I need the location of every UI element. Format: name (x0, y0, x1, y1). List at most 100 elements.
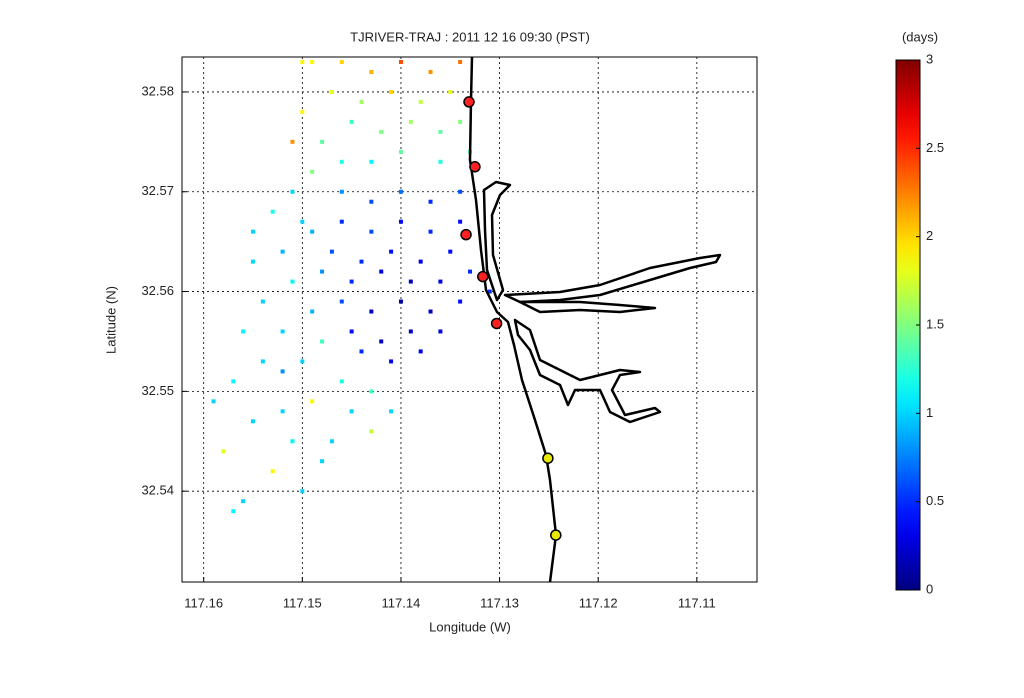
particle (339, 379, 344, 384)
particle (398, 189, 403, 194)
particle (211, 399, 216, 404)
particle (389, 249, 394, 254)
x-tick-label: 117.14 (382, 595, 421, 610)
particle (379, 269, 384, 274)
colorbar-tick-label: 1 (926, 405, 933, 420)
particle (458, 219, 463, 224)
particle (280, 329, 285, 334)
particle (438, 279, 443, 284)
particle (398, 59, 403, 64)
x-tick-label: 117.11 (678, 595, 716, 610)
particle (300, 489, 305, 494)
particle (379, 339, 384, 344)
particle (389, 89, 394, 94)
particle (369, 429, 374, 434)
particle (231, 379, 236, 384)
particle (290, 439, 295, 444)
particle (448, 249, 453, 254)
particle (270, 469, 275, 474)
coastline (468, 57, 722, 582)
particle (270, 209, 275, 214)
particle (310, 59, 315, 64)
particle (241, 499, 246, 504)
particle (408, 329, 413, 334)
particle (300, 219, 305, 224)
particle (349, 119, 354, 124)
particle (408, 119, 413, 124)
particle (310, 169, 315, 174)
x-tick-label: 117.16 (184, 595, 223, 610)
y-tick-label: 32.55 (141, 383, 174, 398)
x-axis-label: Longitude (W) (429, 619, 511, 634)
particle (221, 449, 226, 454)
particle (310, 309, 315, 314)
station (463, 96, 475, 108)
station (542, 452, 554, 464)
y-tick-label: 32.58 (141, 83, 174, 98)
particle (458, 189, 463, 194)
particle (329, 89, 334, 94)
particle (339, 299, 344, 304)
particle (389, 409, 394, 414)
particle (320, 139, 325, 144)
particle (339, 59, 344, 64)
particle (438, 129, 443, 134)
chart-title: TJRIVER-TRAJ : 2011 12 16 09:30 (PST) (350, 29, 590, 44)
station (460, 228, 472, 241)
particle (349, 409, 354, 414)
x-tick-label: 117.12 (579, 595, 618, 610)
particle (467, 269, 472, 274)
colorbar-tick-label: 0.5 (926, 493, 944, 508)
particle (320, 339, 325, 344)
particle (290, 279, 295, 284)
particle (359, 349, 364, 354)
particle (369, 199, 374, 204)
colorbar-tick-label: 0 (926, 581, 933, 596)
particle (428, 229, 433, 234)
colorbar-tick-label: 2 (926, 228, 933, 243)
particle (418, 99, 423, 104)
particle (320, 459, 325, 464)
particle (300, 359, 305, 364)
particle (379, 129, 384, 134)
particle (329, 439, 334, 444)
particle (310, 229, 315, 234)
particle (349, 329, 354, 334)
particle (231, 509, 236, 514)
particle (458, 299, 463, 304)
particle (359, 99, 364, 104)
particle (369, 159, 374, 164)
particle (339, 189, 344, 194)
x-tick-label: 117.13 (480, 595, 519, 610)
particle (359, 259, 364, 264)
particle (290, 189, 295, 194)
particle (389, 359, 394, 364)
station (490, 317, 503, 330)
particle (369, 229, 374, 234)
particle (280, 409, 285, 414)
station (469, 161, 481, 173)
particle (487, 289, 492, 294)
particle (310, 399, 315, 404)
particle (349, 279, 354, 284)
particle (398, 219, 403, 224)
particle (290, 139, 295, 144)
particle (408, 279, 413, 284)
particle (339, 219, 344, 224)
particle (251, 229, 256, 234)
particle (280, 249, 285, 254)
station (550, 529, 562, 541)
plot-frame (181, 56, 758, 583)
particle (428, 309, 433, 314)
particle (428, 199, 433, 204)
particle (369, 389, 374, 394)
particle (251, 259, 256, 264)
particle (369, 309, 374, 314)
colorbar-tick-label: 2.5 (926, 140, 944, 155)
particle (428, 69, 433, 74)
particle (300, 109, 305, 114)
y-axis-label: Latitude (N) (103, 286, 118, 354)
particle (329, 249, 334, 254)
